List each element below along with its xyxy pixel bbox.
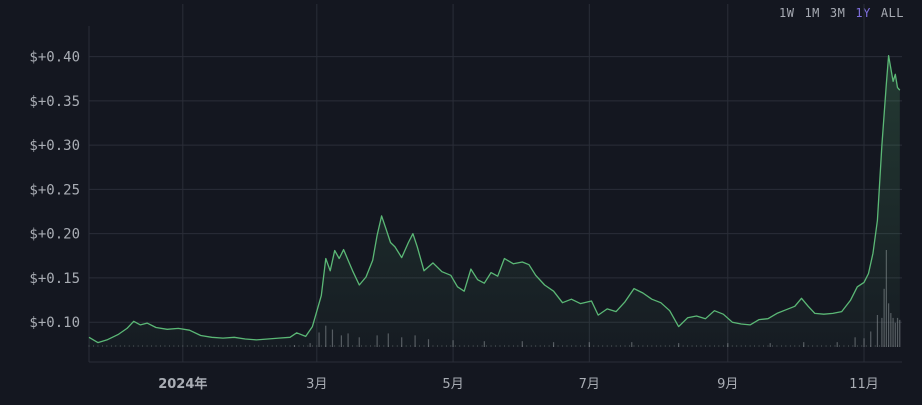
y-tick-label: $+0.30 xyxy=(29,138,80,154)
time-range-selector: 1W 1M 3M 1Y ALL xyxy=(779,6,904,20)
range-button-1m[interactable]: 1M xyxy=(804,6,820,20)
x-tick-label: 5月 xyxy=(442,377,463,392)
x-tick-label: 9月 xyxy=(717,377,738,392)
x-tick-label: 3月 xyxy=(306,377,327,392)
y-tick-label: $+0.35 xyxy=(29,94,80,110)
price-line xyxy=(88,55,901,344)
x-tick-label: 2024年 xyxy=(158,376,207,392)
y-tick-label: $+0.20 xyxy=(29,227,80,243)
y-tick-label: $+0.15 xyxy=(29,271,80,287)
y-tick-label: $+0.10 xyxy=(29,315,80,331)
x-tick-label: 7月 xyxy=(579,377,600,392)
range-button-all[interactable]: ALL xyxy=(880,6,904,20)
y-tick-label: $+0.25 xyxy=(29,182,80,198)
range-button-3m[interactable]: 3M xyxy=(829,6,846,20)
range-button-1y[interactable]: 1Y xyxy=(855,6,871,20)
price-area xyxy=(89,55,900,347)
x-tick-label: 11月 xyxy=(849,377,879,392)
range-button-1w[interactable]: 1W xyxy=(779,6,795,20)
y-tick-label: $+0.40 xyxy=(29,50,80,66)
